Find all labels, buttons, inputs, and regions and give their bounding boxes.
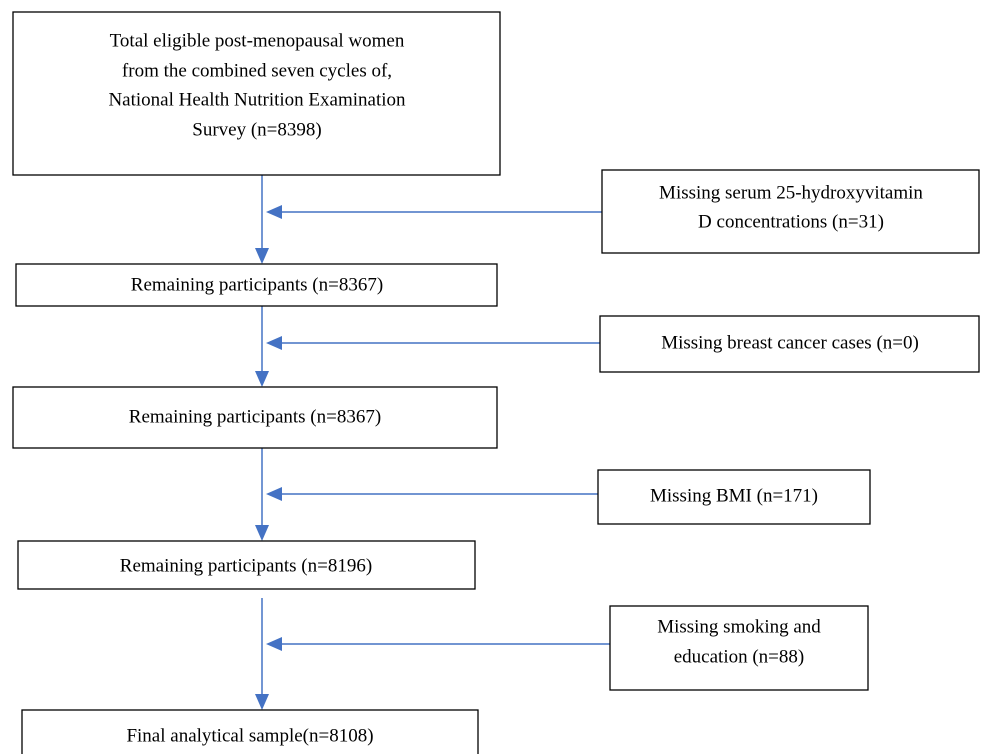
box-text: education (n=88) [674, 646, 804, 667]
exclusion-box [599, 315, 980, 373]
box-text: Missing smoking and [657, 616, 821, 637]
box-text: Remaining participants (n=8367) [129, 406, 381, 427]
box-text: National Health Nutrition Examination [108, 89, 406, 110]
box-text: Missing serum 25-hydroxyvitamin [659, 182, 923, 203]
exclusion-box [597, 469, 871, 525]
exclusion-box [601, 169, 980, 254]
arrowhead [255, 525, 269, 541]
box-text: Remaining participants (n=8367) [131, 274, 383, 295]
flow-box [12, 386, 498, 449]
arrowhead [255, 371, 269, 387]
arrowhead [266, 336, 282, 350]
box-text: Survey (n=8398) [192, 119, 321, 140]
arrowhead [266, 487, 282, 501]
arrowhead [255, 694, 269, 710]
box-text: Missing BMI (n=171) [650, 485, 818, 506]
box-text: Final analytical sample(n=8108) [126, 725, 373, 746]
arrowhead [266, 205, 282, 219]
box-text: Missing breast cancer cases (n=0) [661, 332, 919, 353]
flow-box [12, 11, 501, 176]
box-text: Total eligible post-menopausal women [110, 30, 405, 51]
box-text: D concentrations (n=31) [698, 211, 884, 232]
flow-box [21, 709, 479, 754]
flow-box [15, 263, 498, 307]
flow-box [17, 540, 476, 590]
box-text: Remaining participants (n=8196) [120, 555, 372, 576]
arrowhead [266, 637, 282, 651]
box-text: from the combined seven cycles of, [122, 60, 392, 81]
arrowhead [255, 248, 269, 264]
exclusion-box [609, 605, 869, 691]
